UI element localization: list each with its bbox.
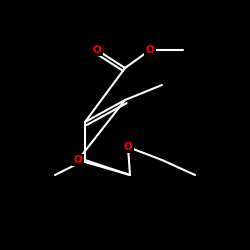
Text: O: O	[74, 155, 82, 165]
Text: O: O	[92, 45, 102, 55]
Text: O: O	[124, 142, 132, 152]
Text: O: O	[146, 45, 154, 55]
